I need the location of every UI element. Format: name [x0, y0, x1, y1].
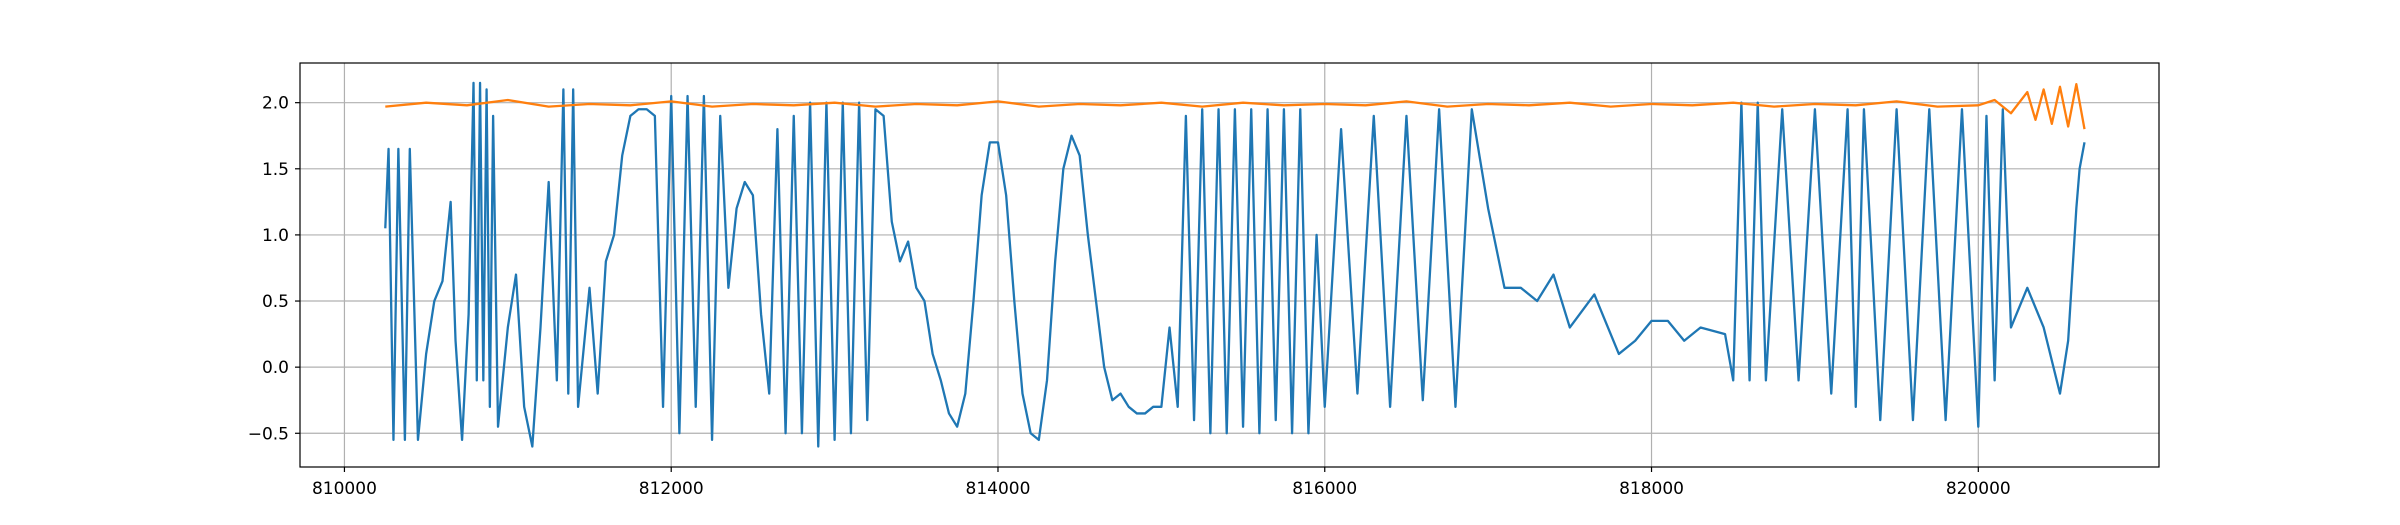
y-tick-label: 1.5 [262, 160, 289, 180]
x-tick-label: 816000 [1292, 479, 1357, 499]
y-tick-label: 2.0 [262, 94, 289, 114]
y-tick-label: 1.0 [262, 226, 289, 246]
y-tick-label: 0.5 [262, 292, 289, 312]
y-tick-label: −0.5 [248, 424, 289, 444]
x-tick-label: 820000 [1946, 479, 2011, 499]
x-tick-label: 810000 [312, 479, 377, 499]
y-tick-label: 0.0 [262, 358, 289, 378]
x-tick-label: 814000 [966, 479, 1031, 499]
x-tick-label: 818000 [1619, 479, 1684, 499]
plot-frame [299, 62, 2160, 468]
data-line [384, 81, 2086, 448]
x-tick-label: 812000 [639, 479, 704, 499]
data-line [385, 83, 2086, 130]
